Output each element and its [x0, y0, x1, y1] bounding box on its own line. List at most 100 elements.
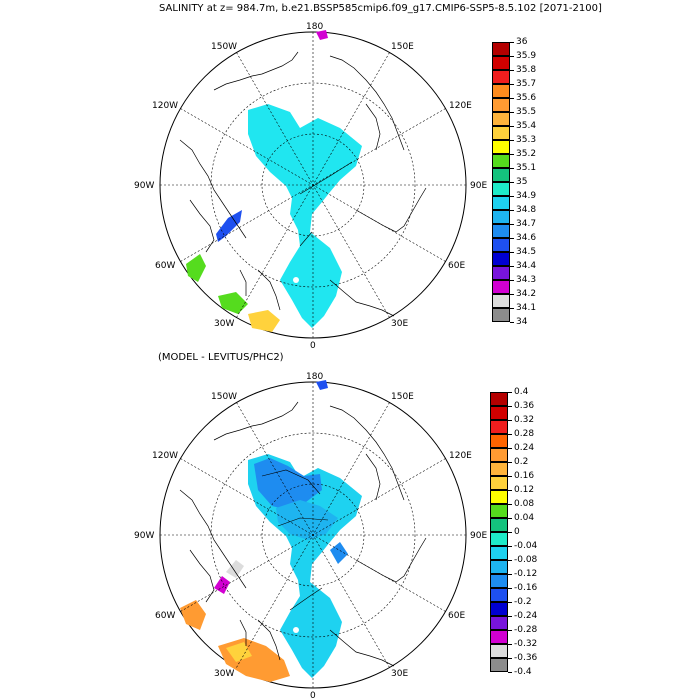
colorbar-swatch [492, 266, 510, 280]
colorbar-tick [510, 56, 514, 57]
difference-field [180, 380, 362, 682]
difference-title: (MODEL - LEVITUS/PHC2) [158, 352, 284, 363]
difference-map: 180 0 90W 90E 150W 150E 120W 120E 30W 30… [134, 372, 487, 700]
colorbar-label: 0.28 [514, 429, 535, 439]
colorbar-label: 35.4 [516, 121, 537, 131]
salinity-patch-labrador [186, 254, 206, 282]
colorbar-swatch [492, 84, 510, 98]
colorbar-swatch [490, 658, 508, 672]
colorbar-tick [508, 462, 512, 463]
colorbar-label: -0.12 [514, 569, 538, 579]
salinity-basin-fill [248, 104, 362, 328]
colorbar-swatch [490, 602, 508, 616]
colorbar-swatch [490, 448, 508, 462]
colorbar-label: 35.7 [516, 79, 537, 89]
colorbar-swatch [492, 308, 510, 322]
colorbar-tick [510, 182, 514, 183]
colorbar-label: 35.1 [516, 163, 537, 173]
colorbar-label: 34.5 [516, 247, 537, 257]
lon-label-180: 180 [306, 372, 323, 382]
lon-label-120e: 120E [449, 451, 472, 461]
lon-label-120e: 120E [449, 101, 472, 111]
difference-patch-labrador [180, 600, 206, 630]
colorbar-swatch [492, 196, 510, 210]
colorbar-label: 34.4 [516, 261, 537, 271]
colorbar-swatch [492, 126, 510, 140]
lon-label-30w: 30W [214, 669, 234, 679]
colorbar-tick [510, 322, 514, 323]
colorbar-swatch [490, 644, 508, 658]
colorbar-tick [510, 168, 514, 169]
colorbar-swatch [490, 462, 508, 476]
lon-label-180: 180 [306, 22, 323, 32]
colorbar-swatch [490, 532, 508, 546]
colorbar-swatch [490, 420, 508, 434]
colorbar-label: 34.7 [516, 219, 537, 229]
colorbar-swatch [492, 154, 510, 168]
difference-patch-baffin-magenta [214, 576, 230, 594]
colorbar-label: 35.5 [516, 107, 537, 117]
colorbar-tick [508, 392, 512, 393]
colorbar-label: -0.32 [514, 639, 538, 649]
colorbar-swatch [492, 112, 510, 126]
colorbar-tick [508, 490, 512, 491]
colorbar-tick [508, 406, 512, 407]
colorbar-label: -0.04 [514, 541, 538, 551]
graticule [160, 32, 466, 338]
lon-label-90e: 90E [470, 531, 487, 541]
colorbar-label: 35.6 [516, 93, 537, 103]
colorbar-swatch [490, 504, 508, 518]
graticule [160, 382, 466, 688]
lon-label-60w: 60W [155, 611, 175, 621]
colorbar-swatch [492, 56, 510, 70]
lon-label-60e: 60E [448, 611, 465, 621]
difference-spot [293, 627, 299, 633]
lon-label-30e: 30E [391, 319, 408, 329]
colorbar-tick [510, 252, 514, 253]
colorbar-swatch [492, 294, 510, 308]
difference-inner-fill [276, 500, 338, 540]
colorbar-tick [508, 672, 512, 673]
colorbar-label: 35.8 [516, 65, 537, 75]
colorbar-tick [510, 196, 514, 197]
colorbar-tick [510, 210, 514, 211]
colorbar-swatch [492, 280, 510, 294]
colorbar-label: -0.4 [514, 667, 532, 677]
colorbar-label: 0.04 [514, 513, 535, 523]
lon-label-120w: 120W [152, 451, 178, 461]
colorbar-label: 34.8 [516, 205, 537, 215]
salinity-spot [293, 277, 299, 283]
colorbar-swatch [492, 210, 510, 224]
colorbar-tick [510, 294, 514, 295]
lon-label-150w: 150W [211, 392, 237, 402]
colorbar-label: -0.24 [514, 611, 538, 621]
difference-patch-atlantic-yellow [226, 642, 252, 662]
colorbar-label: -0.28 [514, 625, 538, 635]
colorbar-label: 34.1 [516, 303, 537, 313]
colorbar-tick [510, 84, 514, 85]
lon-label-90e: 90E [470, 181, 487, 191]
colorbar-tick [508, 644, 512, 645]
colorbar-label: 34 [516, 317, 528, 327]
colorbar-tick [508, 574, 512, 575]
salinity-patch-atlantic-green [218, 292, 248, 314]
colorbar-swatch [490, 406, 508, 420]
colorbar-tick [510, 98, 514, 99]
colorbar-tick [508, 476, 512, 477]
colorbar-swatch [492, 168, 510, 182]
lon-label-30e: 30E [391, 669, 408, 679]
colorbar-tick [510, 154, 514, 155]
difference-contour [277, 517, 329, 527]
lon-label-0: 0 [310, 341, 316, 350]
colorbar-tick [510, 140, 514, 141]
colorbar-tick [508, 448, 512, 449]
colorbar-label: 34.2 [516, 289, 537, 299]
colorbar-tick [510, 308, 514, 309]
colorbar-tick [508, 616, 512, 617]
colorbar-label: 34.9 [516, 191, 537, 201]
colorbar-tick [510, 112, 514, 113]
lon-label-30w: 30W [214, 319, 234, 329]
colorbar-label: 0 [514, 527, 520, 537]
colorbar-label: 0.36 [514, 401, 535, 411]
colorbar-label: 35.2 [516, 149, 537, 159]
